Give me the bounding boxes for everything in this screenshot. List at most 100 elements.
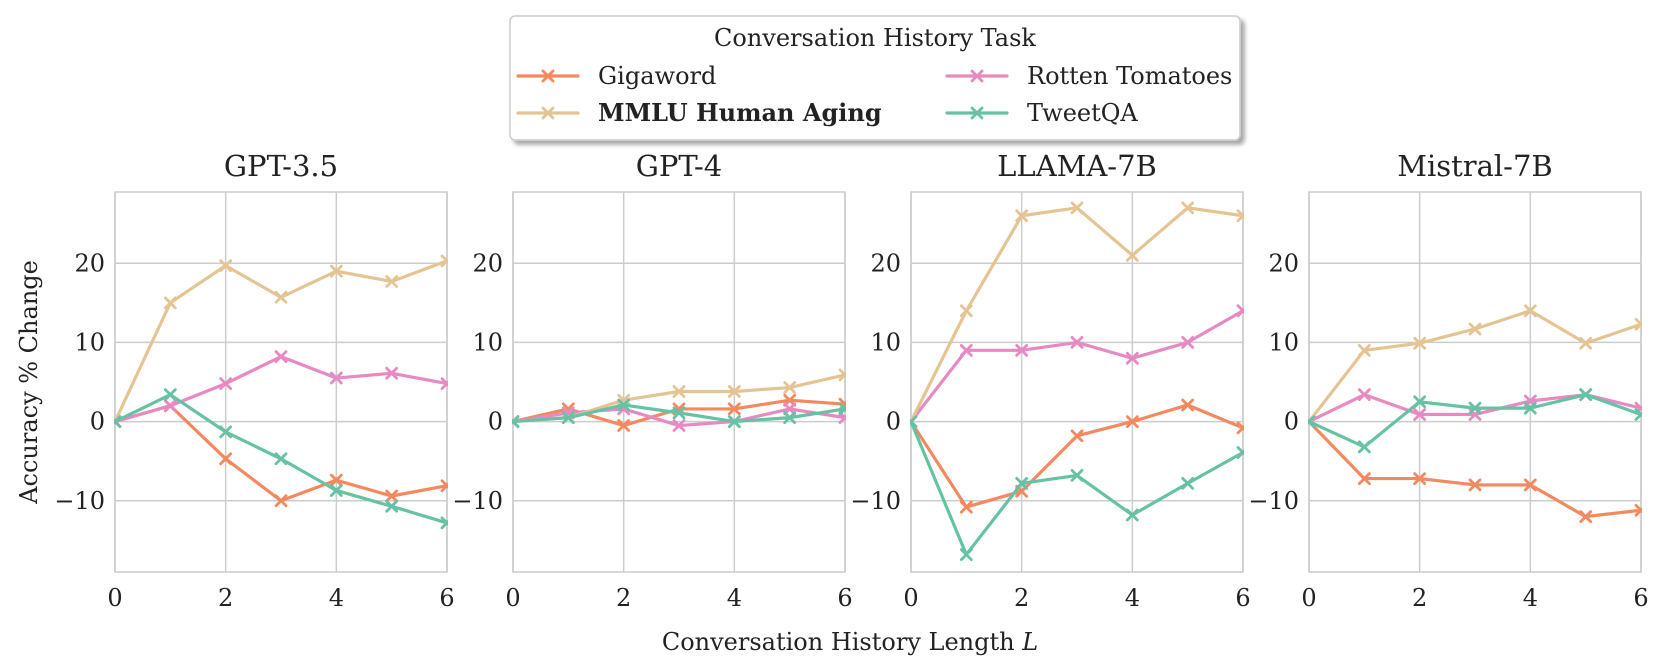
panel-gpt-4-title: GPT-4 <box>636 149 723 183</box>
series-tweetqa-point <box>1015 476 1029 490</box>
series-gigaword-point <box>1468 478 1482 492</box>
x-tick-label: 2 <box>616 584 631 612</box>
series-tweetqa-point <box>274 452 288 466</box>
y-tick-label: 10 <box>74 328 105 356</box>
legend-entry-tweetqa: TweetQA <box>945 99 1138 127</box>
series-mmlu-human-aging-point <box>163 296 177 310</box>
series-mmlu-human-aging-point <box>1579 336 1593 350</box>
series-tweetqa-point <box>1308 415 1316 428</box>
legend-entry-gigaword: Gigaword <box>516 62 716 90</box>
panel-gpt-3-5: 0 2 4 6 −10 0 10 20 GPT-3.5 <box>54 149 454 612</box>
series-tweetqa-point <box>1357 440 1371 454</box>
legend-entries: Gigaword Rotten Tomatoes MMLU Human Aging T… <box>516 62 1232 127</box>
panel-gpt-3-5-frame <box>114 191 448 573</box>
series-tweetqa-point <box>385 499 399 513</box>
legend-entry-rotten-tomatoes: Rotten Tomatoes <box>945 62 1232 90</box>
series-tweetqa-point <box>1413 395 1427 409</box>
x-tick-label: 4 <box>1523 584 1538 612</box>
series-mmlu-human-aging-point <box>1634 317 1642 331</box>
series-tweetqa-point <box>329 484 343 497</box>
series-mmlu-human-aging-point <box>1523 304 1537 318</box>
series-rotten-tomatoes-point <box>1125 351 1139 365</box>
x-tick-label: 0 <box>505 584 520 612</box>
legend-title: Conversation History Task <box>714 24 1036 52</box>
series-tweetqa-point <box>163 388 177 402</box>
panel-mistral-7b-frame <box>1308 191 1642 573</box>
x-tick-label: 6 <box>439 584 454 612</box>
series-gigaword-point <box>959 500 973 514</box>
x-tick-label: 2 <box>218 584 233 612</box>
series-mmlu-human-aging-point <box>440 254 448 268</box>
series-gigaword-point <box>1523 478 1537 492</box>
series-mmlu-human-aging-point <box>783 381 797 394</box>
legend: Conversation History Task Gigaword Rotten… <box>509 15 1241 141</box>
x-tick-label: 4 <box>329 584 344 612</box>
series-mmlu-human-aging-point <box>1015 209 1029 223</box>
series-tweetqa-point <box>561 411 575 425</box>
series-gigaword-point <box>1634 503 1642 517</box>
series-gigaword-point <box>727 402 741 416</box>
series-rotten-tomatoes-point <box>274 350 288 364</box>
y-tick-label: −10 <box>1248 487 1299 515</box>
panel-llama-7b-title: LLAMA-7B <box>997 149 1157 183</box>
y-tick-label: 0 <box>886 408 901 436</box>
series-rotten-tomatoes-point <box>1357 388 1371 402</box>
series-rotten-tomatoes-point <box>163 399 177 413</box>
series-gigaword-point <box>329 473 343 487</box>
series-gigaword-point <box>1181 398 1195 412</box>
y-tick-label: 20 <box>472 249 503 277</box>
legend-entry-mmlu-human-aging-label: MMLU Human Aging <box>598 98 882 127</box>
series-mmlu-human-aging-point <box>1357 343 1371 357</box>
panel-gpt-3-5-series <box>114 254 448 530</box>
panel-mistral-7b-title: Mistral-7B <box>1397 149 1553 183</box>
legend-entry-gigaword-marker <box>541 69 555 83</box>
x-axis-label: Conversation History Length L <box>662 628 1038 656</box>
panel-mistral-7b: 0 2 4 6 −10 0 10 20 Mistral-7B <box>1248 149 1648 612</box>
series-rotten-tomatoes-point <box>672 419 686 432</box>
y-tick-label: −10 <box>850 487 901 515</box>
series-mmlu-human-aging-point <box>1236 209 1244 223</box>
series-gigaword-line <box>910 403 1244 509</box>
series-gigaword-point <box>1357 472 1371 485</box>
panel-gpt-4-series <box>512 368 846 432</box>
series-tweetqa-point <box>910 415 918 428</box>
x-tick-label: 6 <box>837 584 852 612</box>
x-tick-label: 6 <box>1633 584 1648 612</box>
series-gigaword-point <box>219 452 233 466</box>
series-rotten-tomatoes-point <box>1181 336 1195 349</box>
x-tick-label: 2 <box>1014 584 1029 612</box>
y-tick-label: 20 <box>1268 249 1299 277</box>
series-mmlu-human-aging-point <box>727 385 741 398</box>
series-gigaword-line <box>114 404 448 503</box>
x-tick-label: 6 <box>1235 584 1250 612</box>
panel-llama-7b-gridlines <box>910 192 1244 572</box>
y-tick-label: 0 <box>1284 408 1299 436</box>
y-axis-label: Accuracy % Change <box>15 260 43 505</box>
series-gigaword-point <box>1579 510 1593 523</box>
series-gigaword-point <box>1236 421 1244 435</box>
panel-gpt-4-frame <box>512 191 846 573</box>
series-mmlu-human-aging-point <box>959 304 973 318</box>
series-gigaword-point <box>783 393 797 407</box>
series-mmlu-human-aging-point <box>672 385 686 398</box>
series-tweetqa-point <box>1181 476 1195 490</box>
y-tick-label: 10 <box>1268 328 1299 356</box>
x-tick-label: 4 <box>727 584 742 612</box>
series-tweetqa-line <box>1308 393 1642 449</box>
series-mmlu-human-aging-point <box>1468 322 1482 336</box>
y-tick-label: 10 <box>870 328 901 356</box>
series-rotten-tomatoes-line <box>910 309 1244 424</box>
legend-entry-mmlu-human-aging-marker <box>541 106 555 120</box>
x-tick-label: 0 <box>107 584 122 612</box>
x-tick-label: 4 <box>1125 584 1140 612</box>
y-tick-label: 0 <box>90 408 105 436</box>
series-tweetqa-point <box>114 415 122 428</box>
series-tweetqa-point <box>783 411 797 425</box>
legend-entry-tweetqa-label: TweetQA <box>1027 99 1138 127</box>
series-gigaword-point <box>1070 429 1084 443</box>
x-tick-label: 0 <box>903 584 918 612</box>
series-gigaword-point <box>440 479 448 493</box>
series-mmlu-human-aging-point <box>219 259 233 273</box>
series-mmlu-human-aging-point <box>1125 248 1139 262</box>
